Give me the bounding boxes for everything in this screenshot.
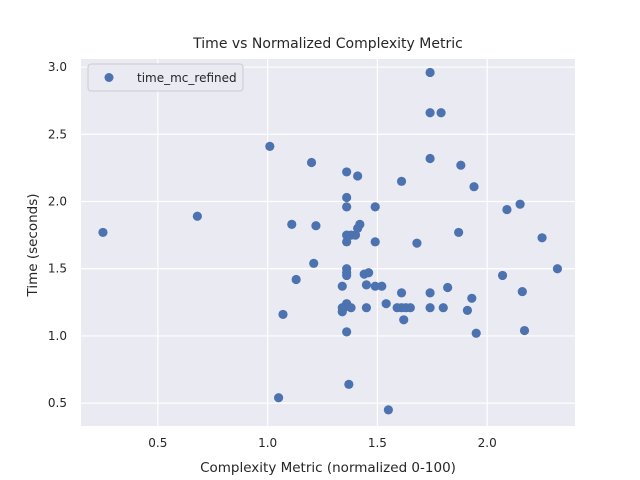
scatter-point — [342, 270, 352, 281]
scatter-point — [342, 192, 352, 203]
x-tick-label: 1.0 — [258, 436, 277, 450]
scatter-point — [291, 274, 301, 285]
scatter-point — [309, 258, 319, 268]
scatter-point — [342, 237, 352, 247]
scatter-point — [370, 237, 380, 247]
plot-area — [81, 59, 575, 426]
scatter-point — [502, 204, 512, 215]
scatter-point — [425, 288, 435, 298]
y-tick-label: 3.0 — [48, 60, 67, 74]
legend-label: time_mc_refined — [137, 71, 237, 85]
scatter-point — [361, 280, 372, 290]
scatter-point — [364, 268, 374, 278]
scatter-point — [311, 221, 321, 231]
scatter-point — [454, 227, 464, 238]
y-tick-label: 0.5 — [48, 396, 67, 410]
chart-title: Time vs Normalized Complexity Metric — [192, 36, 463, 52]
scatter-point — [381, 299, 391, 309]
y-tick-label: 1.0 — [48, 329, 67, 343]
scatter-point — [443, 282, 453, 293]
y-tick-label: 2.0 — [48, 194, 67, 208]
scatter-point — [456, 160, 466, 170]
x-tick-label: 0.5 — [148, 436, 167, 450]
scatter-point — [552, 264, 563, 274]
x-axis-ticks: 0.5 1.0 1.5 2.0 — [148, 436, 496, 450]
scatter-point — [337, 281, 347, 291]
scatter-point — [469, 182, 479, 192]
scatter-point — [370, 202, 380, 212]
scatter-point — [377, 281, 387, 291]
scatter-point — [438, 303, 448, 313]
legend-box — [87, 63, 244, 92]
y-axis-ticks: 0.5 1.0 1.5 2.0 2.5 3.0 — [48, 60, 67, 410]
data-points — [98, 67, 563, 415]
y-axis-label: Time (seconds) — [25, 193, 41, 297]
scatter-point — [517, 286, 527, 297]
legend: time_mc_refined — [87, 63, 244, 92]
scatter-point — [342, 167, 352, 177]
x-tick-label: 2.0 — [478, 436, 497, 450]
scatter-point — [353, 171, 363, 181]
scatter-point — [383, 405, 393, 415]
scatter-point — [425, 108, 435, 118]
y-tick-label: 2.5 — [48, 127, 67, 141]
scatter-point — [192, 211, 202, 221]
scatter-point — [346, 303, 356, 313]
scatter-point — [306, 157, 317, 168]
scatter-point — [342, 202, 352, 212]
x-tick-label: 1.5 — [368, 436, 387, 450]
scatter-point — [412, 238, 422, 248]
scatter-point — [342, 327, 352, 337]
scatter-point — [355, 219, 365, 229]
scatter-point — [344, 379, 354, 389]
scatter-point — [436, 108, 446, 118]
scatter-point — [361, 303, 372, 313]
scatter-point — [287, 219, 297, 229]
scatter-point — [462, 305, 473, 315]
scatter-point — [425, 303, 435, 313]
scatter-point — [515, 199, 525, 209]
scatter-point — [425, 67, 435, 78]
scatter-point — [405, 303, 415, 313]
scatter-point — [274, 393, 284, 403]
scatter-point — [278, 309, 288, 320]
scatter-point — [396, 176, 407, 186]
y-tick-label: 1.5 — [48, 262, 67, 276]
scatter-point — [425, 153, 435, 164]
x-axis-label: Complexity Metric (normalized 0-100) — [200, 460, 456, 476]
scatter-point — [519, 325, 530, 336]
scatter-point — [467, 293, 477, 303]
scatter-point — [399, 315, 409, 325]
scatter-point — [370, 281, 380, 291]
scatter-point — [537, 233, 547, 243]
scatter-point — [98, 227, 108, 238]
scatter-point — [497, 270, 508, 281]
scatter-point — [396, 288, 407, 298]
scatter-point — [471, 328, 481, 338]
scatter-point — [265, 141, 275, 151]
legend-marker — [104, 73, 114, 82]
